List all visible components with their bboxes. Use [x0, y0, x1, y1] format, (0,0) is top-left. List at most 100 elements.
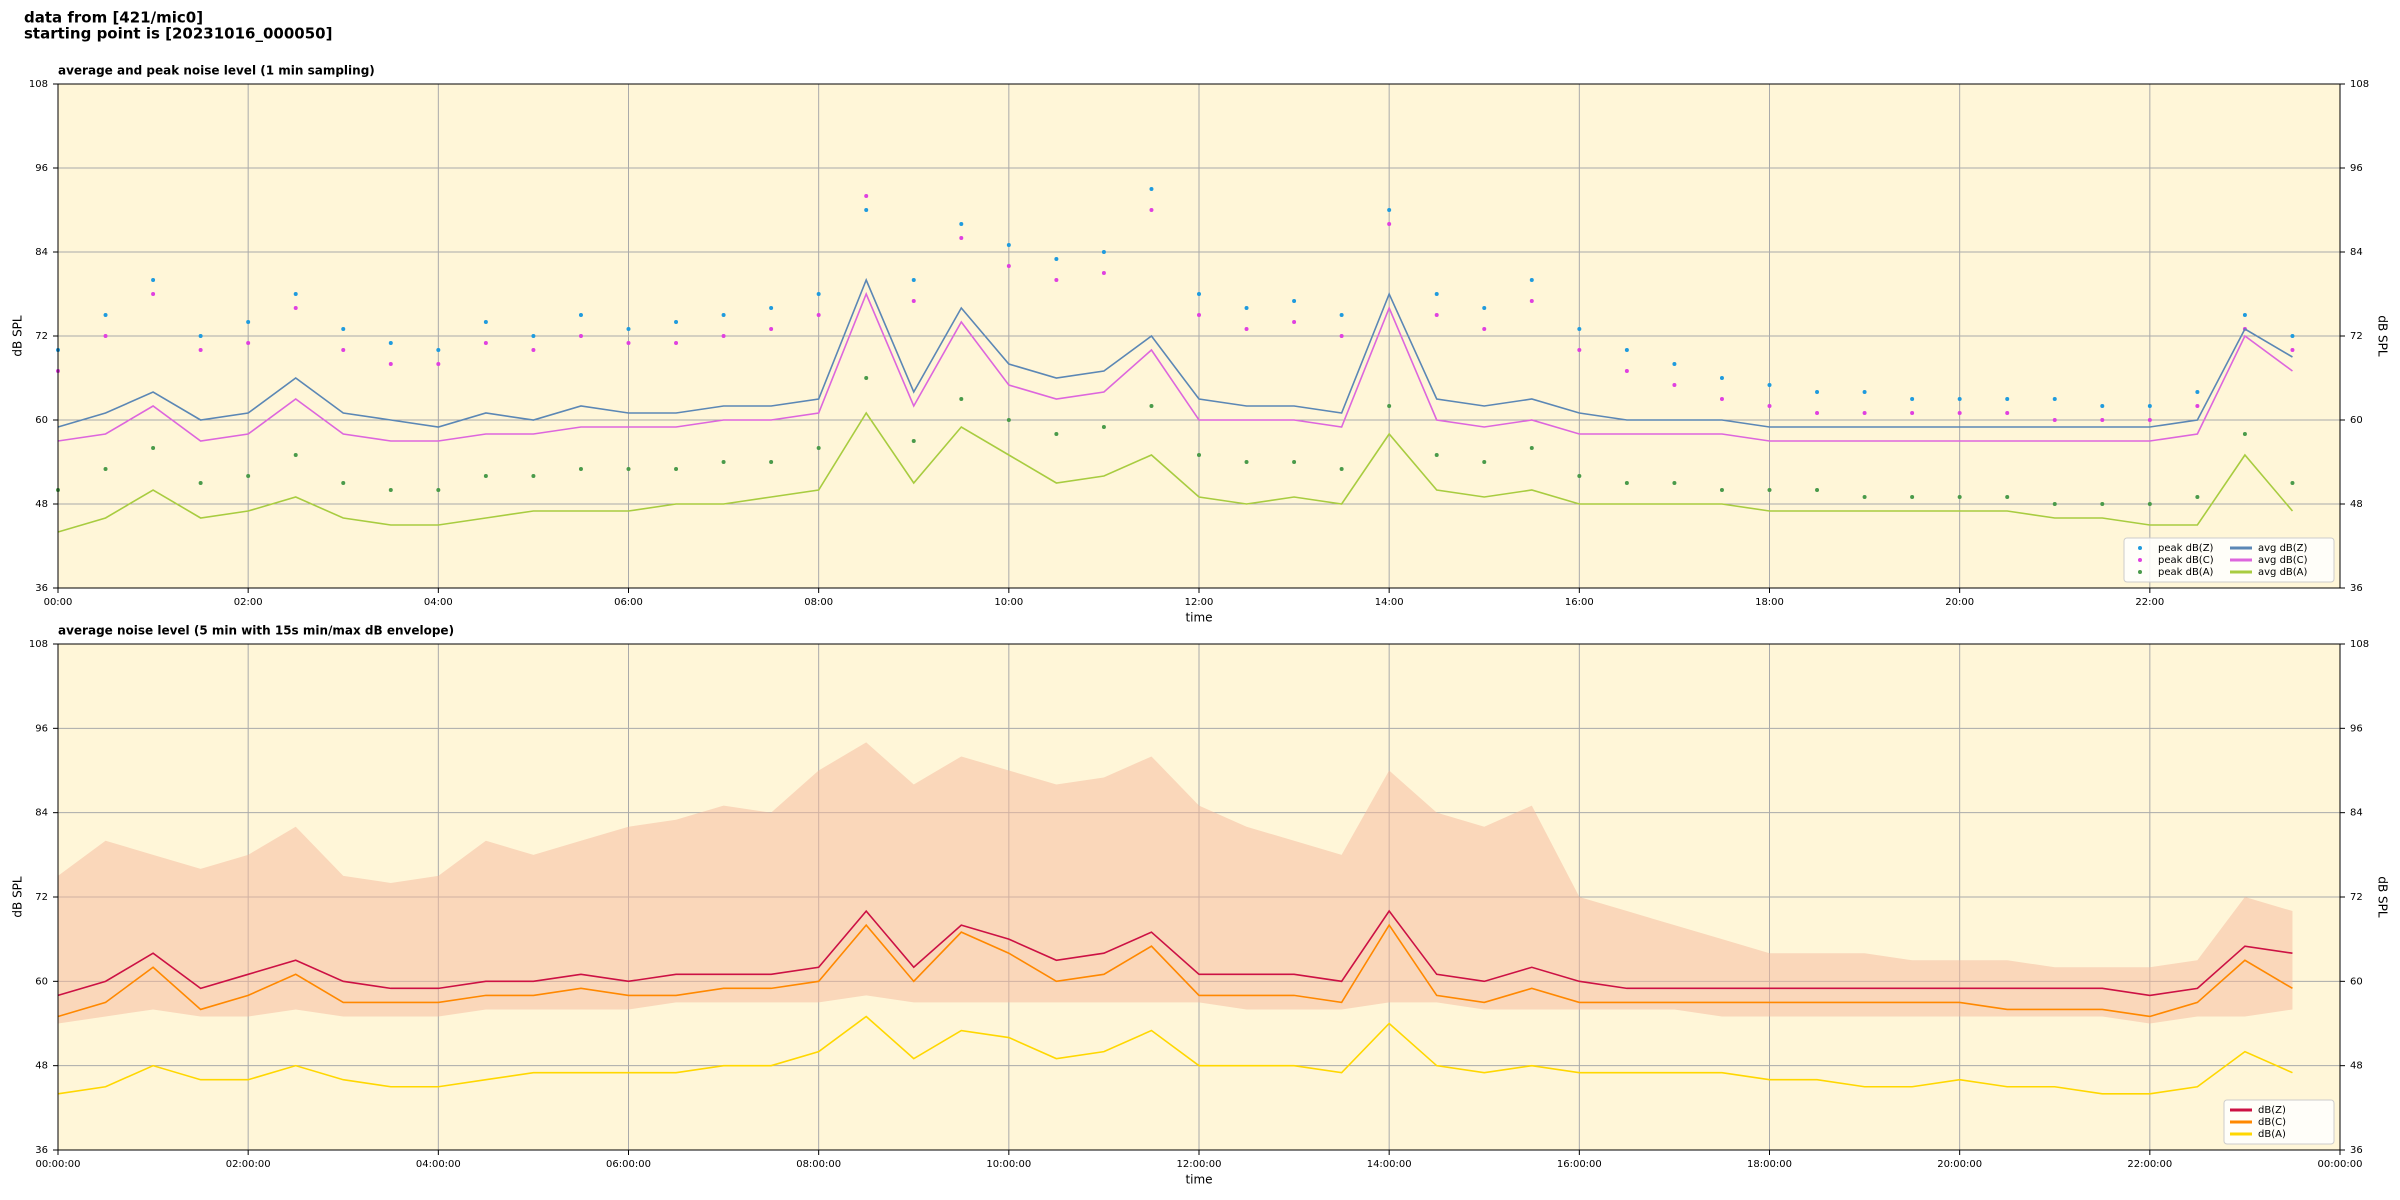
peak-point — [1910, 495, 1915, 499]
peak-point — [293, 306, 298, 310]
peak-point — [674, 341, 679, 345]
peak-point — [1006, 264, 1011, 268]
y-tick-label: 108 — [29, 639, 48, 650]
peak-point — [2052, 397, 2057, 401]
peak-point — [2195, 390, 2200, 394]
peak-point — [1101, 250, 1106, 254]
peak-point — [1957, 411, 1962, 415]
peak-point — [1624, 369, 1629, 373]
peak-point — [1434, 292, 1439, 296]
peak-point — [1434, 313, 1439, 317]
x-tick-label: 00:00:00 — [36, 1159, 81, 1170]
peak-point — [436, 362, 441, 366]
peak-point — [1815, 390, 1820, 394]
y-tick-label: 108 — [29, 79, 48, 90]
peak-point — [531, 474, 536, 478]
x-tick-label: 04:00 — [424, 597, 453, 608]
x-tick-label: 08:00:00 — [796, 1159, 841, 1170]
y-tick-label: 36 — [2350, 1145, 2363, 1156]
peak-point — [151, 292, 156, 296]
peak-point — [816, 292, 821, 296]
peak-point — [341, 481, 346, 485]
y-tick-label: 60 — [35, 976, 48, 987]
x-tick-label: 02:00 — [234, 597, 263, 608]
peak-point — [1957, 397, 1962, 401]
peak-point — [103, 467, 108, 471]
peak-point — [1672, 481, 1677, 485]
x-tick-label: 06:00:00 — [606, 1159, 651, 1170]
x-tick-label: 02:00:00 — [226, 1159, 271, 1170]
series-line — [57, 909, 2293, 997]
y-tick-label: 84 — [35, 247, 48, 258]
peak-point — [1482, 306, 1487, 310]
peak-point — [436, 348, 441, 352]
peak-point — [1577, 474, 1582, 478]
legend-label: avg dB(A) — [2258, 567, 2308, 578]
y-tick-label: 48 — [2350, 1061, 2363, 1072]
peak-point — [2100, 418, 2105, 422]
x-tick-label: 22:00:00 — [2127, 1159, 2172, 1170]
peak-point — [1862, 390, 1867, 394]
peak-point — [816, 313, 821, 317]
peak-point — [1672, 362, 1677, 366]
peak-point — [911, 278, 916, 282]
header-line: data from [421/mic0] — [24, 9, 203, 27]
legend-marker — [2138, 558, 2142, 562]
peak-point — [1767, 488, 1772, 492]
peak-point — [2290, 481, 2295, 485]
peak-point — [959, 236, 964, 240]
peak-point — [246, 341, 251, 345]
peak-point — [2005, 411, 2010, 415]
peak-point — [198, 334, 203, 338]
series-line — [57, 1015, 2293, 1095]
peak-point — [388, 362, 393, 366]
peak-point — [1862, 495, 1867, 499]
legend-label: peak dB(Z) — [2158, 543, 2214, 554]
peak-point — [246, 474, 251, 478]
y-tick-label: 72 — [35, 892, 48, 903]
peak-point — [103, 313, 108, 317]
peak-point — [2100, 502, 2105, 506]
peak-point — [1577, 327, 1582, 331]
peak-point — [1292, 460, 1297, 464]
peak-point — [1339, 313, 1344, 317]
series-line — [57, 411, 2294, 533]
peak-point — [1244, 306, 1249, 310]
peak-point — [2005, 495, 2010, 499]
peak-point — [2242, 432, 2247, 436]
peak-point — [151, 278, 156, 282]
peak-point — [1054, 432, 1059, 436]
peak-point — [959, 397, 964, 401]
peak-point — [388, 488, 393, 492]
peak-point — [1101, 271, 1106, 275]
peak-point — [2052, 418, 2057, 422]
peak-point — [388, 341, 393, 345]
x-axis-label: time — [1185, 611, 1212, 625]
y-axis-label: dB SPL — [11, 876, 25, 918]
x-tick-label: 20:00:00 — [1937, 1159, 1982, 1170]
peak-point — [1529, 446, 1534, 450]
x-tick-label: 22:00 — [2135, 597, 2164, 608]
x-tick-label: 08:00 — [804, 597, 833, 608]
y-tick-label: 60 — [2350, 976, 2363, 987]
peak-point — [198, 348, 203, 352]
peak-point — [198, 481, 203, 485]
peak-point — [1482, 327, 1487, 331]
peak-point — [959, 222, 964, 226]
y-tick-label: 60 — [2350, 415, 2363, 426]
y-tick-label: 36 — [2350, 583, 2363, 594]
y-tick-label: 96 — [2350, 163, 2363, 174]
peak-point — [1197, 313, 1201, 317]
peak-point — [1339, 334, 1344, 338]
y-axis-label: dB SPL — [2376, 315, 2390, 357]
peak-point — [816, 446, 821, 450]
peak-point — [1292, 320, 1297, 324]
x-tick-label: 18:00:00 — [1747, 1159, 1792, 1170]
legend-label: dB(Z) — [2258, 1105, 2286, 1116]
peak-point — [2290, 334, 2295, 338]
y-tick-label: 48 — [35, 499, 48, 510]
y-tick-label: 96 — [2350, 723, 2363, 734]
x-tick-label: 00:00 — [44, 597, 73, 608]
peak-point — [103, 334, 108, 338]
